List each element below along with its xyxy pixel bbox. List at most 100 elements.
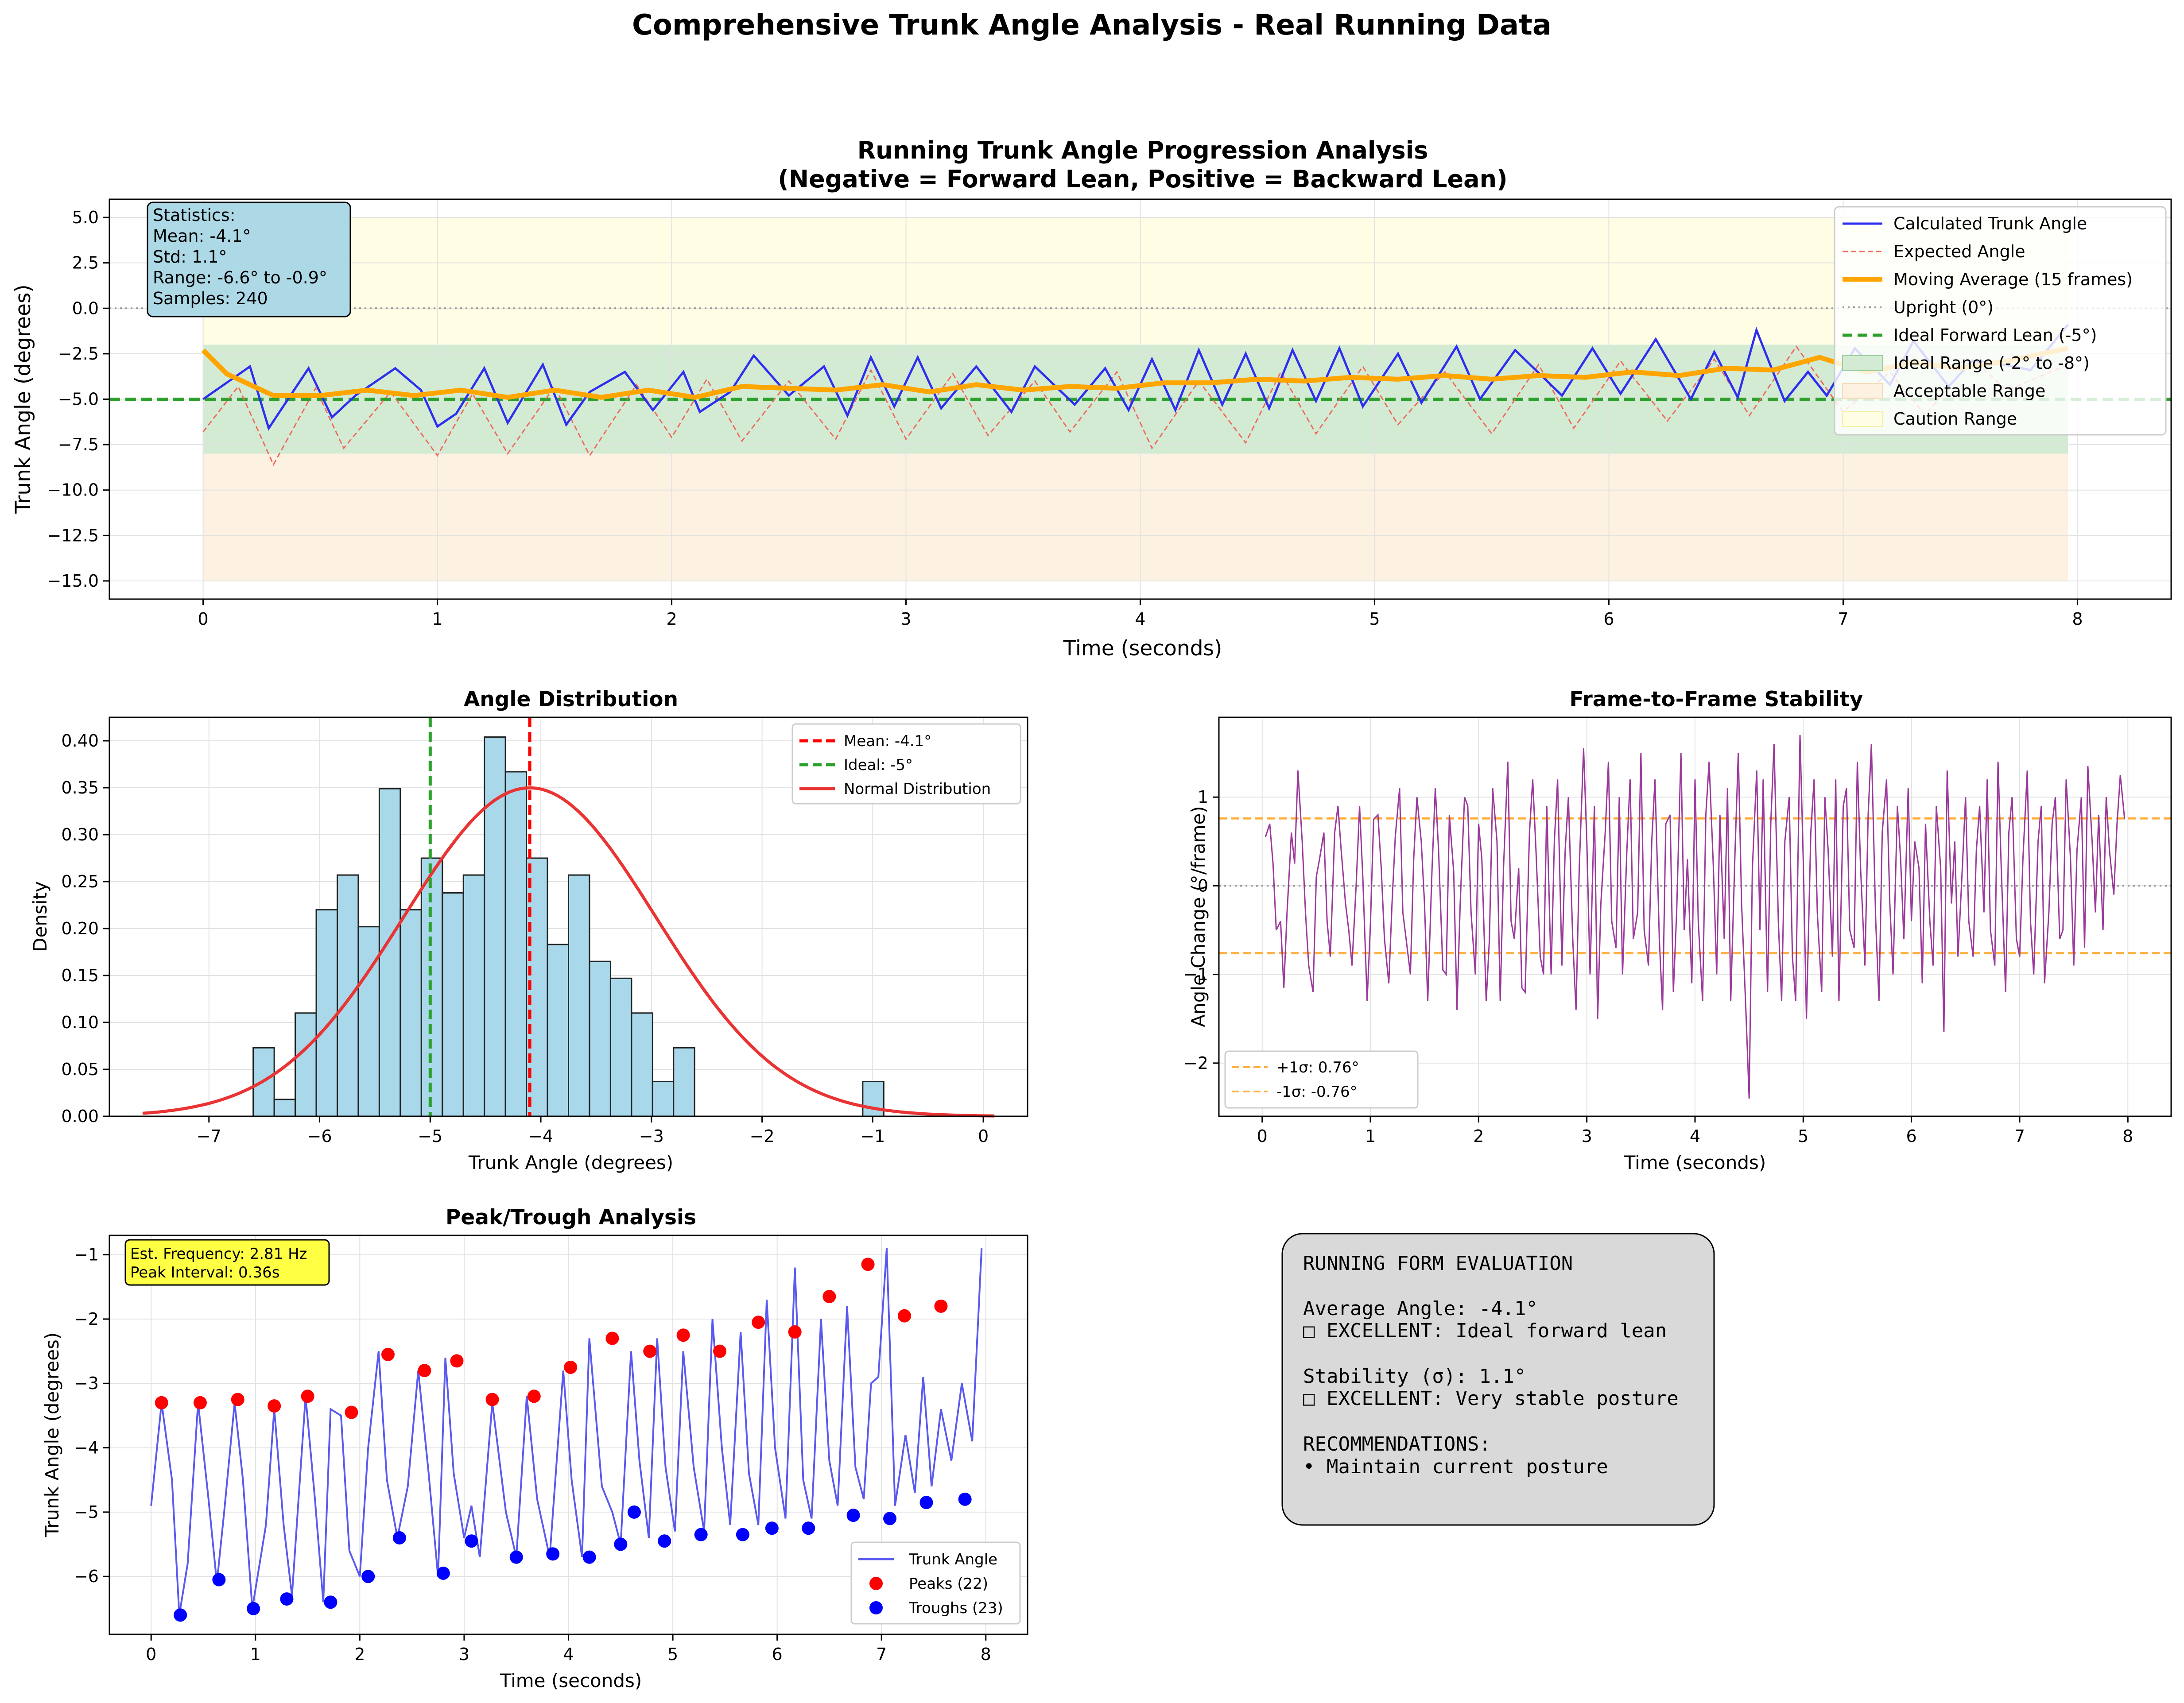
x-tick-label: 3 <box>900 609 911 629</box>
trough-point <box>280 1592 294 1606</box>
progression-title-line1: Running Trunk Angle Progression Analysis <box>857 136 1428 164</box>
trough-point <box>736 1528 749 1541</box>
statistics-line: Statistics: <box>153 205 236 225</box>
frequency-line: Peak Interval: 0.36s <box>130 1264 279 1281</box>
progression-legend: Calculated Trunk Angle Expected Angle Mo… <box>1834 206 2167 436</box>
evaluation-line: RUNNING FORM EVALUATION <box>1303 1252 1573 1275</box>
legend-swatch-acceptable <box>1842 383 1883 399</box>
distribution-panel: Angle Distribution −7 −6 −5 −4 −3 −2 −1 0 0.00 0.… <box>29 687 1028 1173</box>
x-tick-label: 4 <box>563 1645 574 1664</box>
x-tick-label: 6 <box>1603 609 1614 629</box>
trough-point <box>465 1534 478 1548</box>
histogram-bar <box>652 1081 675 1117</box>
y-tick-label: −10.0 <box>47 480 99 500</box>
x-tick-label: 2 <box>666 609 677 629</box>
histogram-bar <box>420 857 443 1117</box>
frequency-box-frame <box>124 1239 330 1286</box>
evaluation-line: Stability (σ): 1.1° <box>1303 1365 1526 1388</box>
y-tick-label: −1 <box>74 1245 99 1265</box>
peaks-xlabel: Time (seconds) <box>500 1670 642 1691</box>
histogram-bar <box>357 926 380 1117</box>
progression-ylabel: Trunk Angle (degrees) <box>11 284 35 514</box>
peak-point <box>155 1396 168 1409</box>
trough-point <box>802 1521 815 1535</box>
legend-label: Ideal: -5° <box>844 756 913 774</box>
peak-point <box>822 1290 836 1304</box>
trough-point <box>846 1509 860 1522</box>
progression-series <box>201 324 2069 466</box>
legend-label: Normal Distribution <box>844 780 991 798</box>
y-tick-label: −7.5 <box>58 435 99 454</box>
distribution-axes-frame <box>109 716 1028 1117</box>
y-tick-label: −4 <box>74 1438 99 1458</box>
legend-label: Trunk Angle <box>908 1551 997 1568</box>
x-tick-label: 8 <box>2072 609 2083 629</box>
histogram-bar <box>547 944 569 1117</box>
trough-point <box>958 1492 972 1506</box>
peaks-ylabel: Trunk Angle (degrees) <box>41 1332 63 1537</box>
trunk-angle-line <box>150 1248 983 1615</box>
legend-label: Troughs (23) <box>908 1599 1003 1617</box>
legend-label: Moving Average (15 frames) <box>1893 270 2133 289</box>
progression-title-line2: (Negative = Forward Lean, Positive = Bac… <box>778 165 1508 193</box>
peak-point <box>418 1364 431 1378</box>
legend-label: Upright (0°) <box>1893 298 1994 317</box>
evaluation-line: Average Angle: -4.1° <box>1303 1297 1538 1320</box>
stability-legend: +1σ: 0.76° -1σ: -0.76° <box>1224 1050 1419 1109</box>
trough-point <box>392 1531 406 1545</box>
peaks-legend-frame <box>850 1541 1021 1625</box>
histogram-bar <box>273 1099 296 1117</box>
histogram-bar <box>589 960 611 1117</box>
x-tick-label: 5 <box>667 1645 678 1664</box>
y-tick-label: −2.5 <box>58 344 99 364</box>
peaks-series <box>150 1248 983 1622</box>
y-tick-label: −12.5 <box>47 526 99 545</box>
stability-ticks: 0 1 2 3 4 5 6 7 8 1 0 −1 −2 <box>1183 787 2133 1146</box>
trough-point <box>546 1547 560 1561</box>
y-tick-label: −3 <box>74 1374 99 1393</box>
trough-point <box>883 1512 897 1525</box>
peak-point <box>485 1393 499 1406</box>
trough-point <box>324 1595 337 1609</box>
peak-point <box>301 1389 314 1403</box>
trough-point <box>694 1528 708 1541</box>
x-tick-label: 5 <box>1798 1126 1808 1146</box>
angle-change-line <box>1265 735 2126 1099</box>
legend-swatch-peak <box>869 1577 883 1590</box>
legend-label: Ideal Range (-2° to -8°) <box>1893 353 2090 373</box>
peak-point <box>605 1331 619 1345</box>
evaluation-line: □ EXCELLENT: Ideal forward lean <box>1303 1320 1667 1342</box>
legend-swatch-caution <box>1842 411 1883 427</box>
x-tick-label: −5 <box>418 1126 442 1146</box>
y-tick-label: 0.35 <box>61 778 99 797</box>
peak-point <box>231 1393 244 1406</box>
statistics-box-frame <box>147 201 351 317</box>
evaluation-line: • Maintain current posture <box>1303 1455 1608 1478</box>
trough-point <box>212 1573 226 1587</box>
trough-point <box>765 1521 779 1535</box>
legend-swatch-ideal-range <box>1842 355 1883 371</box>
histogram-bar <box>504 771 528 1117</box>
progression-xlabel: Time (seconds) <box>1063 636 1222 661</box>
histogram-bar <box>609 977 632 1117</box>
trough-point <box>658 1534 671 1548</box>
peaks-panel: Peak/Trough Analysis 0 1 2 3 4 5 6 7 8 −1 −2 −3 −4 −5… <box>41 1205 1028 1691</box>
x-tick-label: −7 <box>197 1126 221 1146</box>
y-tick-label: −2 <box>1183 1053 1208 1073</box>
x-tick-label: −6 <box>307 1126 332 1146</box>
peak-point <box>450 1354 464 1368</box>
histogram-bar <box>568 874 590 1117</box>
y-tick-label: 0.25 <box>61 872 99 891</box>
peak-point <box>898 1309 912 1323</box>
x-tick-label: −1 <box>860 1126 885 1146</box>
stability-title: Frame-to-Frame Stability <box>1570 687 1863 712</box>
x-tick-label: 6 <box>772 1645 783 1664</box>
statistics-line: Samples: 240 <box>153 289 268 308</box>
y-tick-label: 2.5 <box>72 253 99 273</box>
progression-panel: Running Trunk Angle Progression Analysis… <box>11 136 2172 661</box>
x-tick-label: 2 <box>1473 1126 1484 1146</box>
y-tick-label: −2 <box>74 1309 99 1329</box>
y-tick-label: 0.30 <box>61 825 99 844</box>
evaluation-panel: RUNNING FORM EVALUATION Average Angle: -… <box>1281 1233 1715 1526</box>
